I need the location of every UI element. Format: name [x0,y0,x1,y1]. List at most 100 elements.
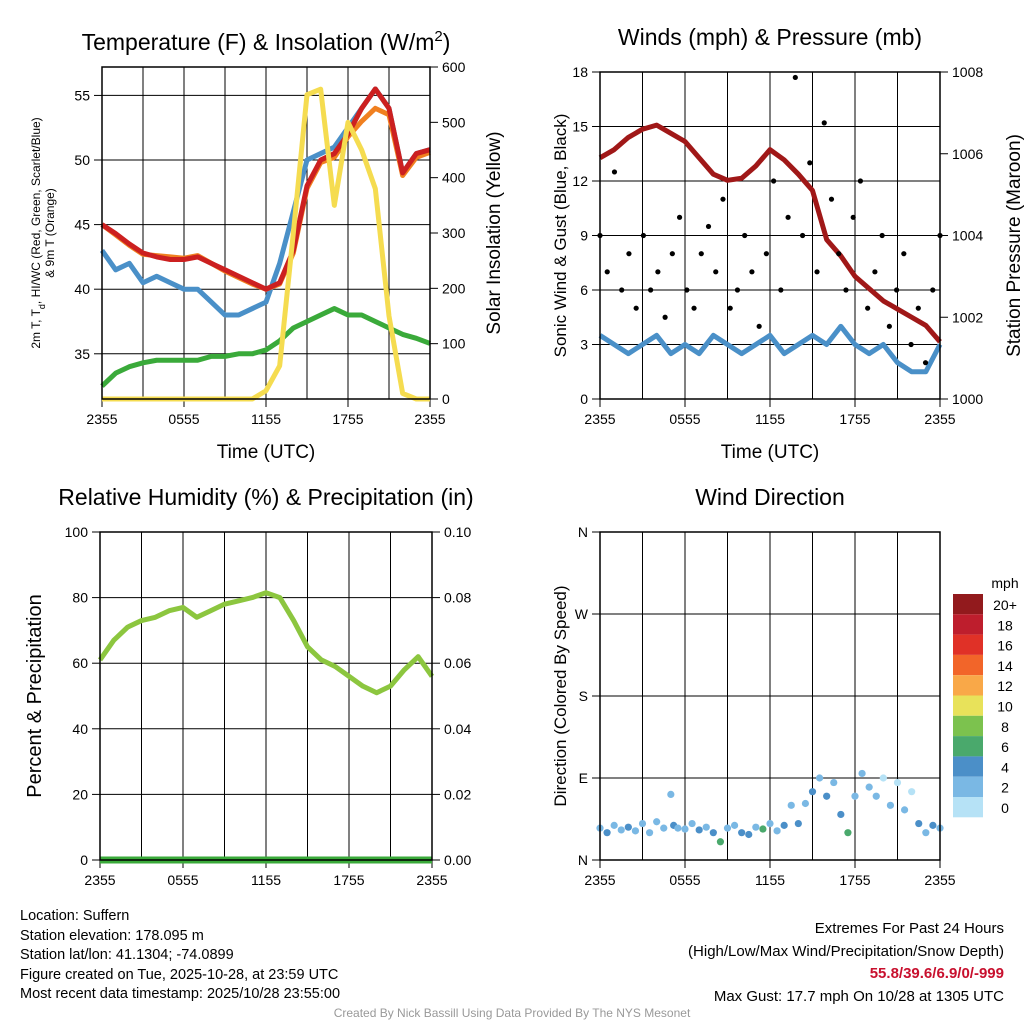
y2-tick-label: 1004 [952,228,983,244]
gust-point [669,251,675,257]
extremes-subtitle: (High/Low/Max Wind/Precipitation/Snow De… [688,942,1004,960]
gust-point [799,232,806,239]
y2-tick-label: 400 [442,170,466,186]
y-tick-label: 0 [80,852,88,868]
location: Location: Suffern [20,908,130,924]
x-tick-label: 2355 [584,411,615,427]
extremes-title: Extremes For Past 24 Hours [814,920,1004,937]
direction-point [752,823,760,831]
plot-frame [101,66,431,400]
legend-label: 6 [1001,739,1009,755]
gust-point [676,214,683,220]
gust-point [720,196,726,202]
gust-point [785,214,791,220]
y-tick-label: 3 [580,337,588,353]
y-tick-label: 100 [65,524,89,540]
gust-point [836,251,842,257]
gust-point [821,120,827,126]
direction-point [922,829,930,837]
gust-point [857,178,864,184]
gust-point [648,287,654,293]
gust-point [893,287,900,293]
direction-point [702,823,710,831]
gust-point [778,287,784,293]
direction-point [610,821,618,829]
direction-point [872,792,880,800]
y2-tick-label: 0.00 [444,852,471,868]
recent: Most recent data timestamp: 2025/10/28 2… [20,986,341,1002]
gust-point [604,269,610,275]
max-gust: Max Gust: 17.7 mph On 10/28 at 1305 UTC [713,987,1004,1005]
y-axis-label: 2m T, Td, HI/WC (Red, Green, Scarlet/Blu… [29,117,47,348]
direction-point [851,792,859,800]
y2-tick-label: 300 [442,225,466,241]
x-tick-label: 0555 [167,872,198,888]
gust-point [771,178,777,184]
gust-point [662,314,668,320]
legend-swatch [953,797,983,818]
gust-point [691,305,697,311]
y2-tick-label: 0.06 [444,655,471,671]
direction-point [865,783,873,791]
gust-point [742,232,748,239]
chart-title-3: Wind Direction [695,484,845,510]
legend-label: 16 [997,638,1013,654]
legend-swatch [953,715,983,737]
x-tick-label: 1155 [251,872,281,888]
gust-point [865,305,871,311]
series-2m-t [100,86,431,292]
gust-point [814,269,820,275]
y-tick-label: 60 [72,655,88,671]
gust-point [640,232,647,239]
gust-point [698,251,704,257]
created: Figure created on Tue, 2025-10-28, at 23… [20,966,339,983]
y2-tick-label: 1006 [952,146,983,162]
x-axis-label: Time (UTC) [217,442,316,463]
plot-frame [599,531,941,861]
x-tick-label: 1755 [332,411,363,427]
legend-swatch [953,614,983,635]
elevation: Station elevation: 178.095 m [20,927,204,944]
gust-point [705,223,712,230]
gust-point [872,269,878,275]
x-tick-label: 2355 [584,872,615,888]
direction-point [631,827,640,835]
direction-point [900,806,909,814]
direction-point [723,824,732,832]
legend-swatch [953,776,983,797]
y-tick-label: 40 [72,721,88,737]
direction-point [716,838,725,846]
direction-point [617,826,625,834]
direction-point [730,821,739,829]
gust-point [828,196,835,202]
direction-point [681,825,689,833]
direction-point [738,829,746,837]
gust-point [763,251,769,257]
direction-point [823,792,831,800]
gust-point [850,214,856,220]
gust-point [626,251,632,257]
y-tick-label: W [575,606,589,622]
legend-label: 12 [997,678,1013,694]
y-tick-label: 6 [580,282,588,298]
gust-point [901,251,907,257]
y-tick-label: 40 [74,281,90,297]
x-tick-label: 1155 [755,872,785,888]
gust-point [915,305,921,311]
x-tick-label: 1755 [839,411,870,427]
y-tick-label: 35 [74,346,90,362]
direction-point [815,774,824,782]
x-tick-label: 0555 [669,411,700,427]
x-tick-label: 2355 [416,872,447,888]
y-tick-label: 18 [572,64,588,80]
legend-swatch [953,695,983,716]
gust-point [843,287,849,293]
gust-point [655,269,661,275]
y2-tick-label: 0.02 [444,786,471,802]
y-tick-label: 15 [572,119,588,135]
direction-point [886,801,895,809]
gust-point [908,341,914,348]
plot-frame [99,531,433,861]
gust-point [749,269,755,275]
